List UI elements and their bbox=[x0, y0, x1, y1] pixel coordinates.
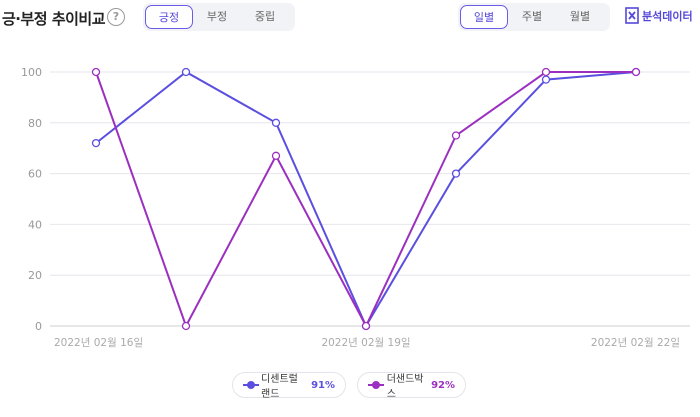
export-data-label: 분석데이터 bbox=[642, 9, 693, 23]
chart-legend: 디센트럴랜드 91% 더샌드박스 92% bbox=[0, 372, 700, 400]
x-axis: 2022년 02월 16일 2022년 02월 19일 2022년 02월 22일 bbox=[54, 336, 680, 349]
chart-series bbox=[91, 67, 641, 331]
data-point[interactable] bbox=[271, 151, 281, 160]
data-point[interactable] bbox=[631, 67, 641, 77]
data-point[interactable] bbox=[181, 321, 191, 331]
series-0 bbox=[91, 67, 641, 331]
chart-grid bbox=[50, 71, 690, 327]
tab-neutral[interactable]: 중립 bbox=[254, 10, 276, 23]
y-tick-label: 20 bbox=[28, 269, 42, 282]
y-axis: 0 20 40 60 80 100 bbox=[21, 66, 42, 333]
tab-weekly[interactable]: 주별 bbox=[521, 10, 543, 23]
page-title: 긍·부정 추이비교 bbox=[2, 10, 106, 28]
y-tick-label: 0 bbox=[35, 320, 42, 333]
y-tick-label: 100 bbox=[21, 66, 42, 79]
data-point[interactable] bbox=[181, 67, 191, 77]
legend-label: 더샌드박스 bbox=[386, 374, 424, 400]
y-tick-label: 60 bbox=[28, 168, 42, 181]
legend-swatch bbox=[368, 381, 384, 389]
help-icon[interactable]: ? bbox=[107, 8, 125, 26]
y-tick-label: 80 bbox=[28, 117, 42, 130]
data-point[interactable] bbox=[91, 138, 101, 148]
period-tab-group: 일별 주별 월별 bbox=[458, 3, 610, 31]
tab-monthly[interactable]: 월별 bbox=[569, 10, 591, 23]
data-point[interactable] bbox=[451, 131, 461, 140]
data-point[interactable] bbox=[541, 75, 551, 84]
series-1 bbox=[91, 67, 641, 331]
excel-icon bbox=[625, 7, 639, 24]
legend-percent: 92% bbox=[431, 379, 455, 391]
x-tick-label: 2022년 02월 16일 bbox=[54, 336, 143, 349]
data-point[interactable] bbox=[541, 67, 551, 77]
data-point[interactable] bbox=[361, 321, 371, 331]
x-tick-label: 2022년 02월 22일 bbox=[591, 336, 680, 349]
legend-swatch bbox=[243, 381, 260, 389]
chart-header: 긍·부정 추이비교 ? 긍정 부정 중립 일별 주별 월별 분석데이터 bbox=[0, 0, 700, 36]
tab-negative[interactable]: 부정 bbox=[206, 10, 228, 23]
tab-positive[interactable]: 긍정 bbox=[145, 5, 193, 29]
data-point[interactable] bbox=[271, 118, 281, 127]
x-tick-label: 2022년 02월 19일 bbox=[321, 336, 410, 349]
legend-item-decentraland[interactable]: 디센트럴랜드 91% bbox=[232, 372, 346, 400]
export-data-button[interactable]: 분석데이터 bbox=[625, 7, 693, 24]
legend-percent: 91% bbox=[311, 379, 335, 391]
tab-daily[interactable]: 일별 bbox=[460, 5, 508, 29]
legend-item-the-sandbox[interactable]: 더샌드박스 92% bbox=[357, 372, 466, 400]
legend-label: 디센트럴랜드 bbox=[261, 374, 298, 400]
series-line bbox=[95, 70, 637, 329]
series-line bbox=[95, 71, 636, 329]
sentiment-tab-group: 긍정 부정 중립 bbox=[143, 3, 295, 31]
y-tick-label: 40 bbox=[28, 218, 42, 231]
data-point[interactable] bbox=[91, 67, 101, 77]
data-point[interactable] bbox=[451, 169, 461, 178]
